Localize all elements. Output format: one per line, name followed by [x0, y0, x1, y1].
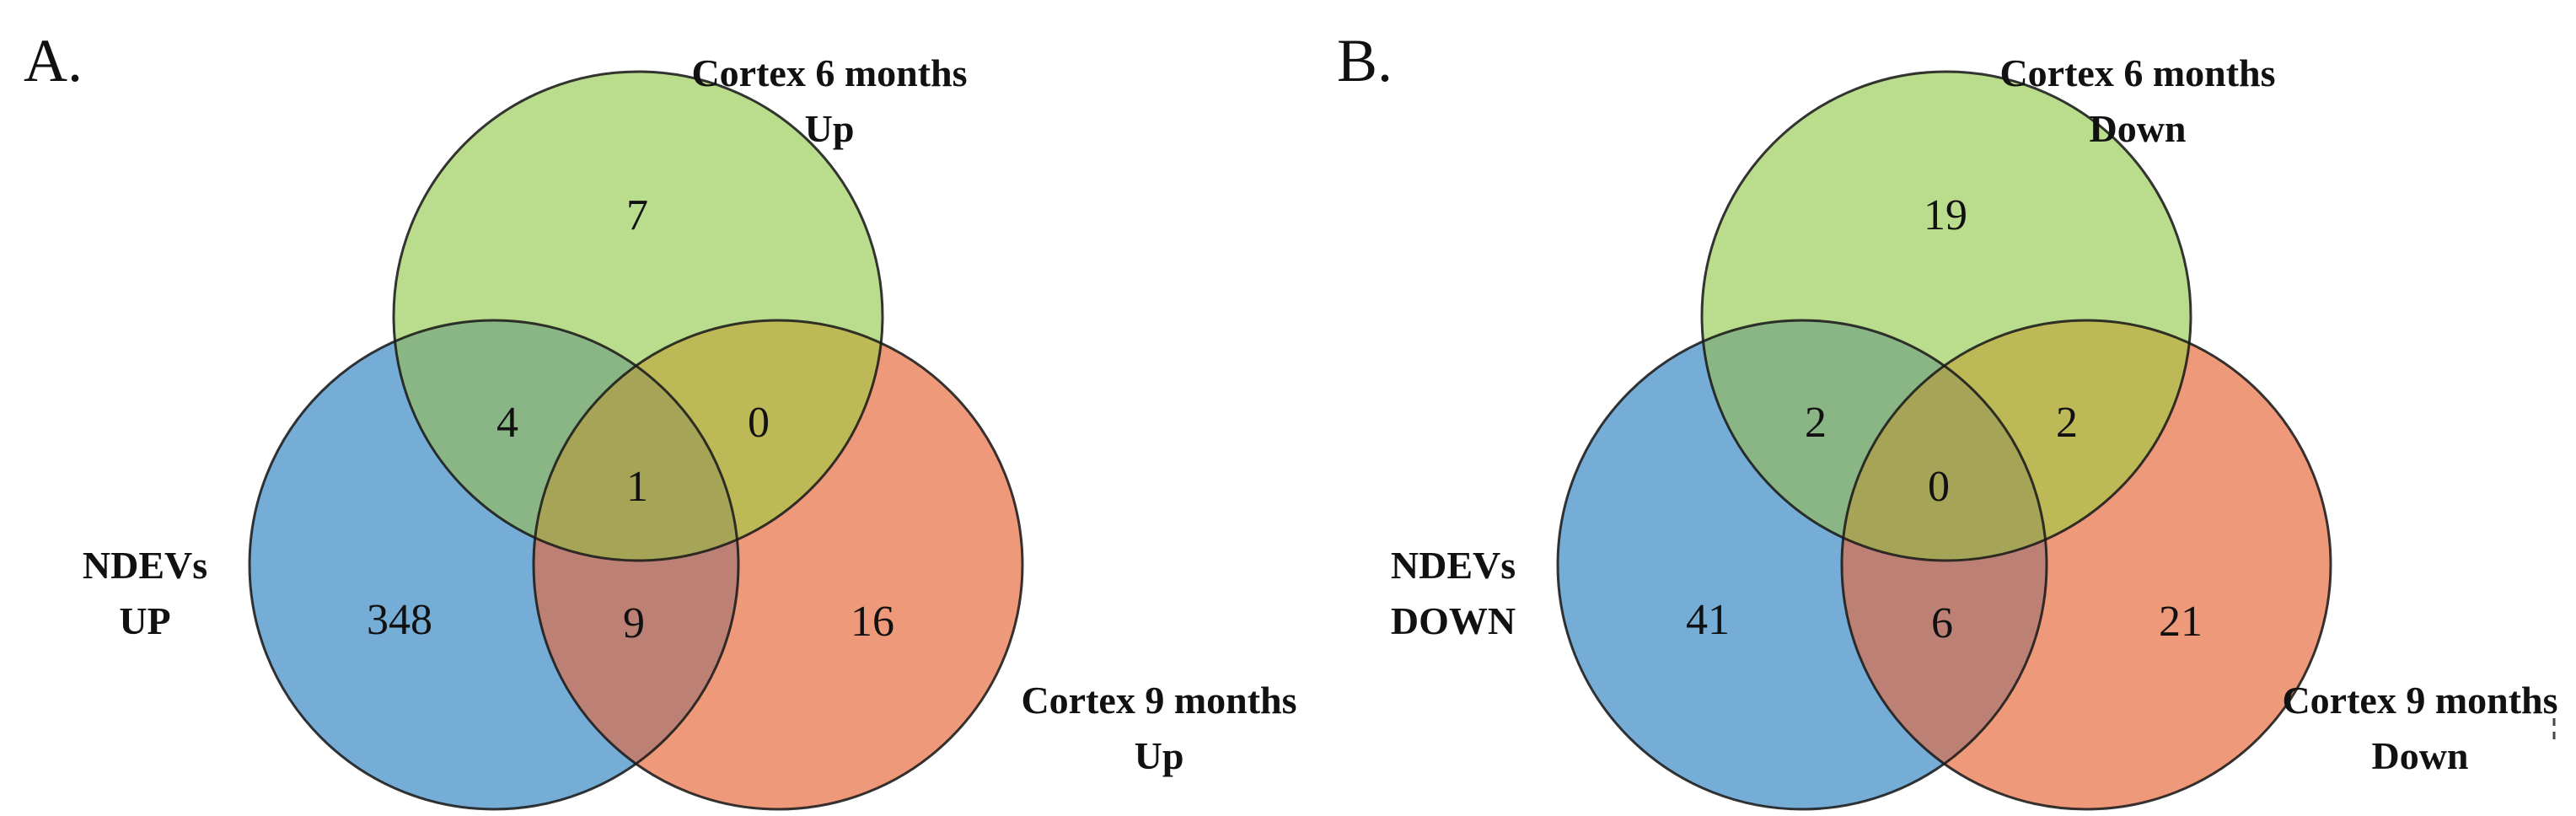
- panel-b-letter: B.: [1337, 27, 1393, 94]
- overlap-cortex6-cortex9-up: [534, 320, 883, 561]
- count-cortex9-down-only: 21: [2159, 598, 2203, 646]
- count-cortex6-up-only: 7: [626, 191, 648, 239]
- label-ndevs-down-line2: DOWN: [1391, 599, 1516, 642]
- count-ndevs-cortex9-down: 6: [1931, 599, 1953, 647]
- outline-cortex9-down: [1840, 319, 2332, 811]
- panel-a: A. Cortex 6 months Up NDEVs UP Cortex 9 …: [24, 27, 1297, 811]
- label-cortex6-down-line2: Down: [2089, 107, 2186, 150]
- panel-a-letter: A.: [24, 27, 83, 94]
- label-cortex9-down-line2: Down: [2371, 734, 2468, 777]
- overlap-ndevs-cortex6-down: [1702, 320, 2047, 561]
- count-cortex6-cortex9-up: 0: [748, 399, 770, 447]
- count-all-three-up: 1: [626, 463, 648, 511]
- panel-b: B. Cortex 6 months Down NDEVs DOWN Corte…: [1337, 27, 2558, 811]
- outline-ndevs-down: [1556, 319, 2048, 811]
- outline-cortex6-down: [1700, 70, 2192, 562]
- overlap-cortex6-cortex9-down: [1842, 320, 2191, 561]
- count-cortex6-cortex9-down: 2: [2056, 399, 2078, 447]
- outline-ndevs-up: [248, 319, 740, 811]
- count-cortex6-down-only: 19: [1924, 191, 1967, 239]
- label-ndevs-up-line2: UP: [119, 599, 170, 642]
- label-cortex6-up-line2: Up: [805, 107, 855, 150]
- count-ndevs-cortex9-up: 9: [623, 599, 645, 647]
- label-cortex9-down-line1: Cortex 9 months: [2282, 679, 2557, 722]
- outline-cortex9-up: [532, 319, 1024, 811]
- label-ndevs-up-line1: NDEVs: [83, 544, 207, 587]
- label-ndevs-down-line1: NDEVs: [1391, 544, 1516, 587]
- outline-cortex6-up: [392, 70, 884, 562]
- count-ndevs-cortex6-up: 4: [496, 399, 518, 447]
- count-ndevs-cortex6-down: 2: [1805, 399, 1827, 447]
- count-cortex9-up-only: 16: [851, 598, 894, 646]
- overlap-ndevs-cortex6-up: [394, 320, 738, 561]
- label-cortex9-up-line2: Up: [1135, 734, 1184, 777]
- label-cortex6-up-line1: Cortex 6 months: [691, 51, 967, 94]
- count-ndevs-up-only: 348: [367, 596, 432, 644]
- label-cortex9-up-line1: Cortex 9 months: [1021, 679, 1296, 722]
- count-all-three-down: 0: [1928, 463, 1950, 511]
- count-ndevs-down-only: 41: [1686, 596, 1730, 644]
- label-cortex6-down-line1: Cortex 6 months: [1999, 51, 2275, 94]
